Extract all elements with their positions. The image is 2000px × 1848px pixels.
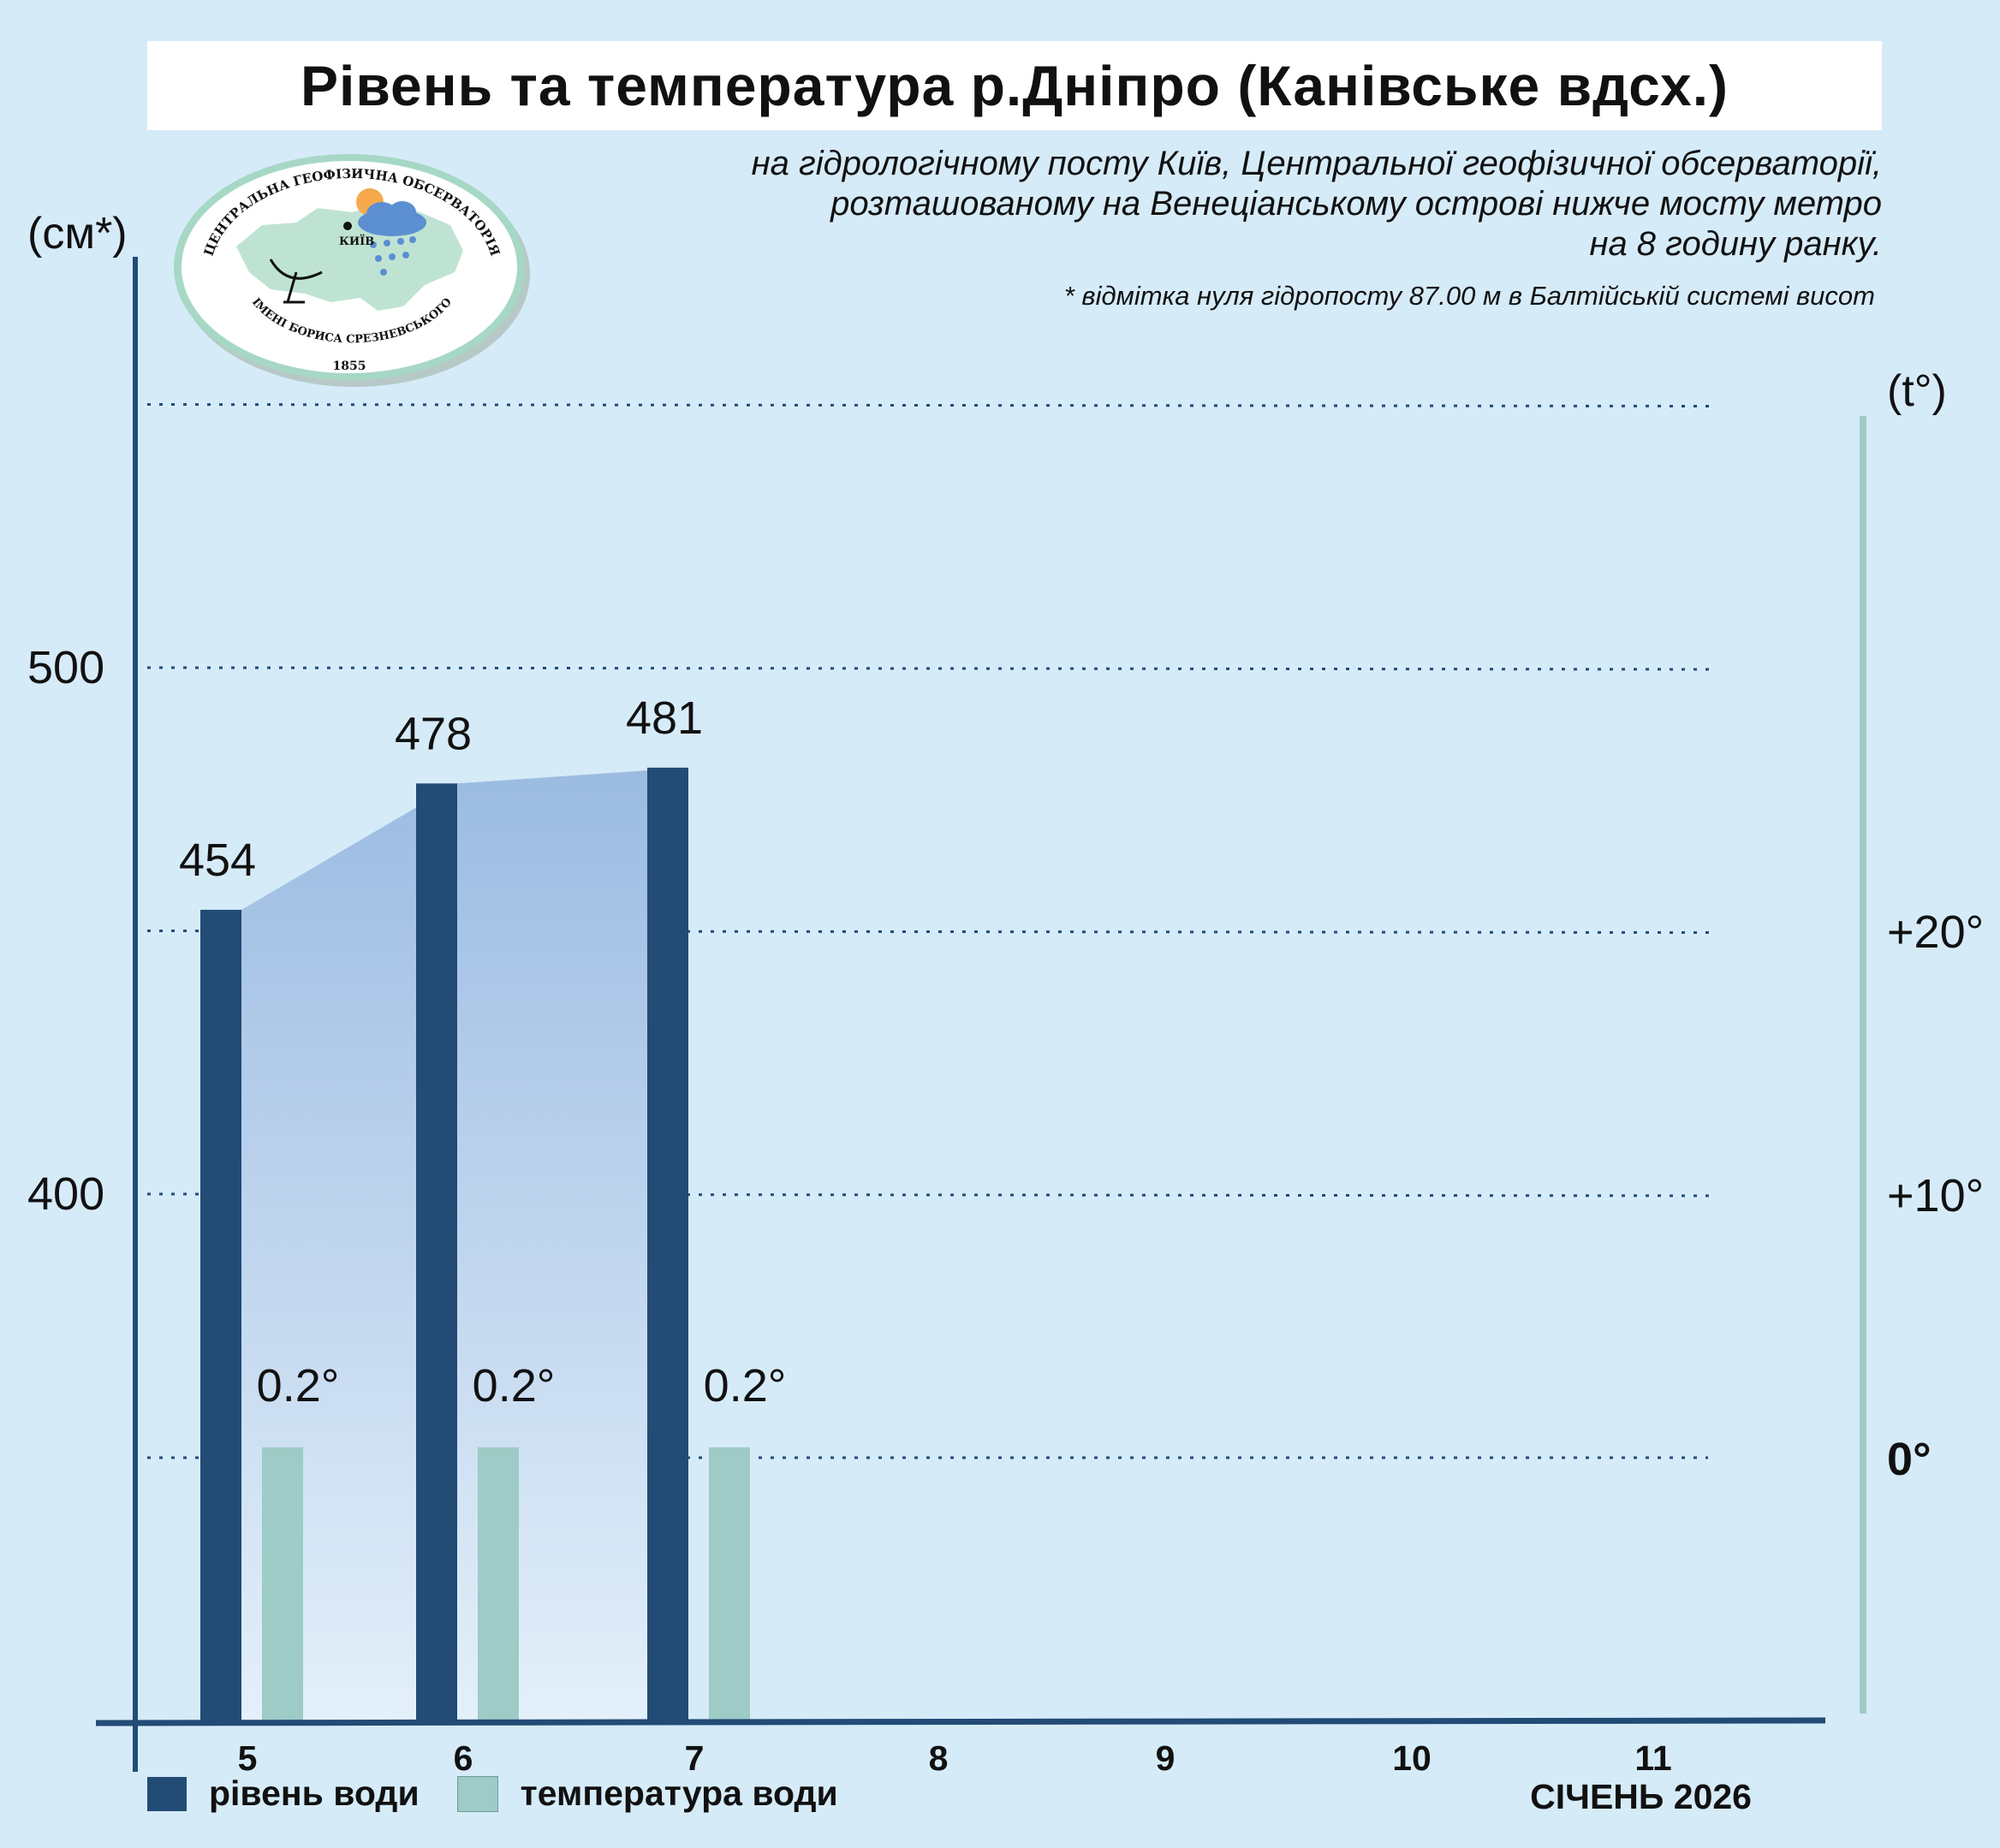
legend-temp: температура води	[456, 1774, 838, 1814]
subtitle-line-2: розташованому на Венеціанському острові …	[830, 185, 1882, 223]
temp-bar	[709, 1447, 750, 1723]
logo-year: 1855	[333, 359, 366, 373]
legend-level-swatch	[147, 1776, 187, 1811]
x-tick-label: 11	[1634, 1738, 1671, 1778]
temp-value-label: 0.2°	[704, 1360, 787, 1411]
left-tick-label: 400	[27, 1168, 104, 1220]
legend-temp-swatch	[456, 1775, 498, 1812]
level-bar	[416, 783, 457, 1723]
level-bar	[200, 909, 241, 1723]
legend: рівень води температура води	[147, 1774, 876, 1814]
chart-title: Рівень та температура р.Дніпро (Канівськ…	[300, 54, 1729, 117]
kyiv-dot-icon	[343, 222, 352, 230]
temp-value-label: 0.2°	[257, 1360, 340, 1411]
subtitle-line-3: на 8 годину ранку.	[1589, 225, 1882, 263]
left-axis-label: (см*)	[27, 209, 128, 258]
radio-dish-icon	[269, 258, 323, 304]
right-tick-label: +20°	[1887, 906, 1984, 958]
temp-bar	[478, 1447, 519, 1723]
legend-temp-label: температура води	[520, 1774, 838, 1813]
level-area	[241, 767, 688, 1723]
footnote: * відмітка нуля гідропосту 87.00 м в Бал…	[1063, 281, 1875, 311]
legend-level: рівень води	[147, 1774, 420, 1814]
gridline	[146, 666, 1713, 671]
rain-drops-icon	[370, 236, 416, 276]
x-tick-label: 9	[1156, 1738, 1176, 1778]
cloud-icon	[358, 201, 426, 236]
chart-subtitle: на гідрологічному посту Київ, Центрально…	[426, 144, 1882, 264]
month-label: СІЧЕНЬ 2026	[1530, 1777, 1752, 1816]
left-tick-label: 500	[27, 642, 104, 693]
legend-level-label: рівень води	[209, 1774, 420, 1813]
right-axis-label: (t°)	[1887, 366, 1947, 416]
logo-city: КИЇВ	[339, 235, 374, 248]
x-axis	[95, 1717, 1826, 1726]
x-tick-label: 6	[454, 1738, 473, 1778]
subtitle-line-1: на гідрологічному посту Київ, Центрально…	[751, 145, 1882, 182]
temp-bar	[262, 1447, 303, 1723]
level-value-label: 454	[179, 835, 256, 886]
title-box: Рівень та температура р.Дніпро (Канівськ…	[147, 41, 1882, 130]
level-value-label: 478	[395, 708, 472, 759]
observatory-logo: КИЇВ ЦЕНТРАЛЬНА ГЕОФІЗИЧНА ОБСЕРВАТОРІЯ …	[174, 154, 530, 387]
x-tick-label: 7	[685, 1738, 705, 1778]
temp-value-label: 0.2°	[473, 1360, 556, 1411]
right-tick-label: 0°	[1887, 1434, 1932, 1485]
level-bar	[647, 767, 688, 1723]
right-tick-label: +10°	[1887, 1170, 1984, 1221]
x-tick-label: 8	[929, 1738, 949, 1778]
level-value-label: 481	[626, 692, 703, 744]
x-tick-label: 10	[1392, 1738, 1432, 1778]
x-tick-label: 5	[238, 1738, 258, 1778]
gridline	[146, 403, 1713, 407]
